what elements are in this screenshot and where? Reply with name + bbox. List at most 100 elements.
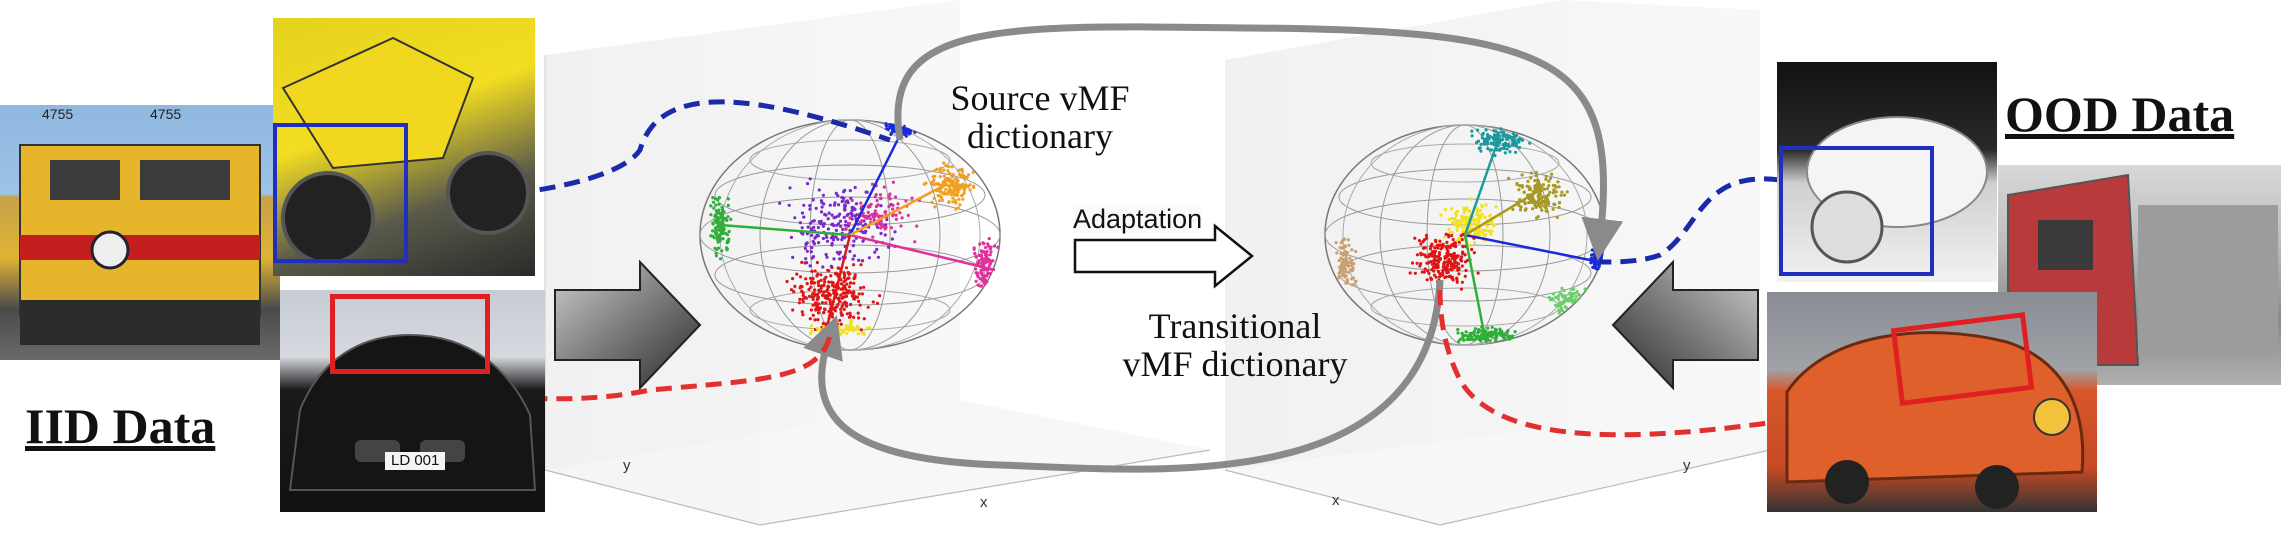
scatter-point: [811, 313, 815, 317]
scatter-point: [806, 225, 810, 229]
scatter-point: [1485, 224, 1489, 228]
scatter-point: [1349, 268, 1353, 272]
scatter-point: [978, 277, 982, 281]
scatter-point: [849, 281, 853, 285]
scatter-point: [811, 292, 815, 296]
scatter-point: [789, 288, 794, 292]
scatter-point: [838, 212, 842, 216]
scatter-point: [1544, 206, 1548, 210]
axis-x-right: x: [1332, 492, 1340, 509]
scatter-point: [1352, 283, 1356, 287]
scatter-point: [1451, 256, 1455, 260]
scatter-point: [838, 300, 842, 304]
scatter-point: [1522, 190, 1526, 194]
scatter-point: [1464, 330, 1468, 334]
scatter-point: [1487, 137, 1491, 141]
scatter-point: [836, 194, 840, 198]
scatter-point: [856, 222, 860, 226]
scatter-point: [838, 257, 842, 261]
scatter-point: [800, 260, 804, 264]
scatter-point: [835, 223, 839, 227]
scatter-point: [843, 223, 848, 227]
scatter-point: [798, 221, 803, 225]
scatter-point: [972, 184, 976, 188]
scatter-point: [1536, 194, 1540, 198]
scatter-point: [850, 213, 854, 218]
train-number-left: 4755: [42, 106, 74, 122]
scatter-point: [816, 318, 820, 322]
scatter-point: [1420, 252, 1424, 256]
scatter-point: [859, 201, 863, 205]
scatter-point: [844, 266, 849, 270]
scatter-point: [849, 291, 854, 295]
scatter-point: [809, 324, 814, 328]
scatter-point: [1555, 215, 1559, 219]
scatter-point: [878, 193, 883, 197]
scatter-point: [1476, 128, 1480, 132]
scatter-point: [1427, 271, 1431, 275]
scatter-point: [845, 282, 849, 286]
scatter-point: [1551, 207, 1555, 211]
scatter-point: [803, 246, 808, 250]
scatter-point: [856, 332, 861, 336]
scatter-point: [1536, 215, 1540, 219]
scatter-point: [811, 219, 815, 223]
scatter-point: [847, 221, 852, 225]
scatter-point: [869, 217, 873, 221]
scatter-point: [848, 311, 852, 315]
license-plate: LD 001: [385, 452, 446, 470]
scatter-point: [1457, 240, 1461, 244]
scatter-point: [812, 281, 817, 285]
scatter-point: [1554, 185, 1558, 189]
scatter-point: [1494, 129, 1498, 133]
scatter-point: [950, 173, 954, 177]
loop-arrow-top: [894, 23, 1624, 261]
scatter-point: [891, 180, 896, 184]
scatter-point: [807, 287, 811, 291]
scatter-point: [824, 252, 828, 257]
scatter-point: [1345, 278, 1350, 282]
car-photo: LD 001: [280, 290, 545, 512]
scatter-point: [804, 257, 808, 261]
scatter-point: [1343, 251, 1347, 255]
scatter-point: [1454, 220, 1458, 224]
scatter-point: [831, 326, 835, 330]
scatter-point: [939, 166, 943, 171]
scatter-point: [805, 282, 809, 286]
scatter-point: [1494, 133, 1498, 138]
scatter-point: [879, 226, 883, 230]
scatter-point: [725, 233, 730, 237]
scatter-point: [1456, 331, 1460, 335]
scatter-point: [958, 183, 962, 187]
scatter-point: [1337, 276, 1341, 280]
scatter-point: [842, 284, 846, 288]
scatter-point: [984, 279, 988, 284]
scatter-point: [852, 281, 856, 285]
train-photo: 4755 4755: [0, 105, 280, 360]
scatter-point: [809, 308, 814, 312]
scatter-point: [1449, 243, 1454, 247]
scatter-point: [845, 304, 849, 308]
scatter-point: [875, 198, 879, 203]
scatter-point: [821, 236, 826, 241]
scatter-point: [713, 197, 718, 201]
scatter-point: [1502, 146, 1506, 151]
scatter-point: [1545, 194, 1549, 198]
scatter-point: [1570, 295, 1574, 299]
scatter-point: [855, 213, 859, 217]
scatter-point: [822, 290, 826, 294]
scatter-point: [1534, 170, 1538, 175]
scatter-point: [1537, 201, 1541, 205]
scatter-point: [1460, 255, 1464, 259]
scatter-point: [1506, 329, 1510, 333]
scatter-point: [1476, 271, 1480, 275]
scatter-point: [840, 313, 844, 317]
scatter-point: [840, 238, 844, 242]
scatter-point: [862, 331, 866, 335]
scatter-point: [1337, 271, 1341, 275]
train-number-right: 4755: [150, 106, 182, 122]
scatter-point: [1568, 292, 1572, 296]
scatter-point: [893, 230, 897, 234]
scatter-point: [1491, 136, 1495, 140]
scatter-point: [720, 249, 724, 253]
